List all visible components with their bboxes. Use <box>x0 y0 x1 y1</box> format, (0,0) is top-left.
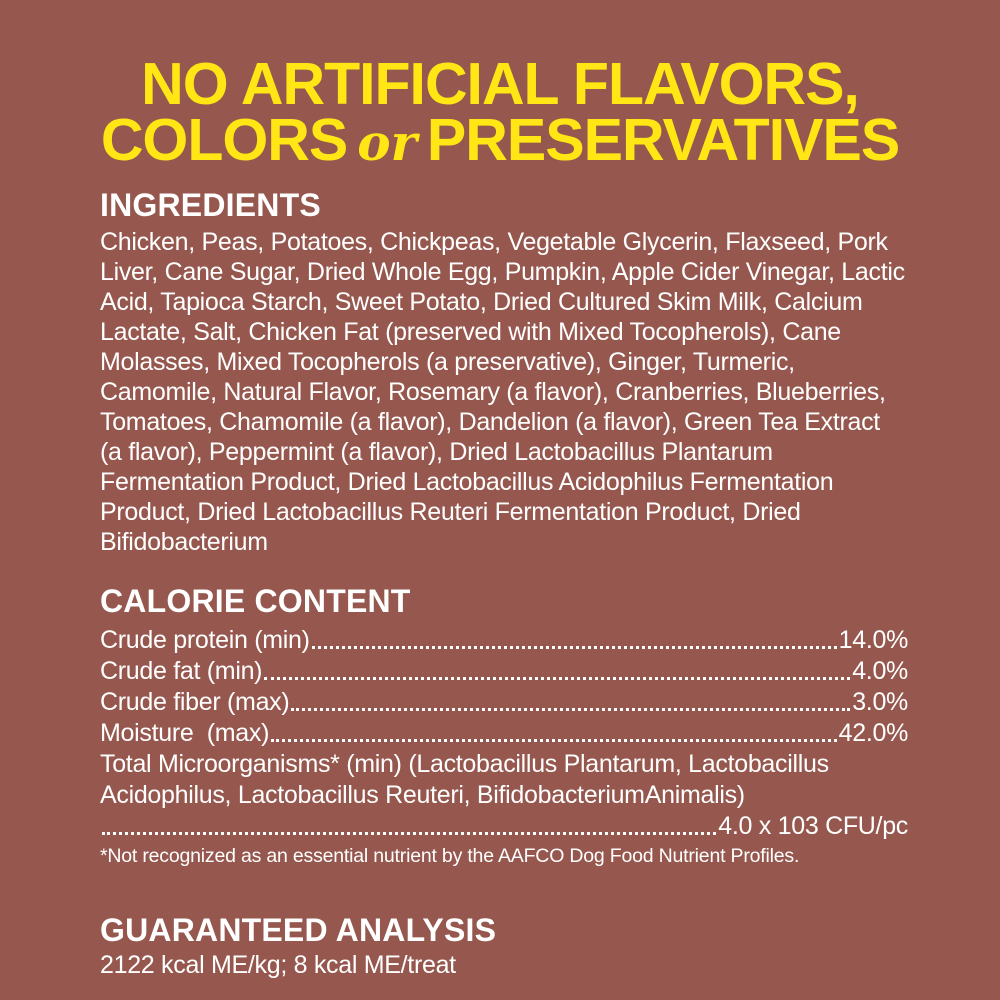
headline-line-2-prefix: COLORS <box>100 107 348 173</box>
headline-line-2: COLORS or PRESERVATIVES <box>62 111 938 172</box>
microorganisms-value: 4.0 x 103 CFU/pc <box>718 812 908 840</box>
analysis-row-moisture: Moisture (max) 42.0% <box>100 718 908 749</box>
analysis-value: 42.0% <box>838 719 909 747</box>
ingredients-heading: INGREDIENTS <box>100 187 321 223</box>
ingredients-text: Chicken, Peas, Potatoes, Chickpeas, Vege… <box>100 228 905 556</box>
analysis-label: Moisture (max) <box>100 719 270 747</box>
calorie-content-heading: CALORIE CONTENT <box>100 583 411 619</box>
headline-line-2-suffix: PRESERVATIVES <box>426 107 900 173</box>
analysis-label: Crude protein (min) <box>100 626 310 654</box>
ingredients-section: INGREDIENTS Chicken, Peas, Potatoes, Chi… <box>100 187 908 557</box>
analysis-label: Crude fat (min) <box>100 657 263 685</box>
calorie-content-section: CALORIE CONTENT Crude protein (min) 14.0… <box>100 583 908 868</box>
dotted-leader <box>264 677 851 680</box>
calorie-statement: 2122 kcal ME/kg; 8 kcal ME/treat <box>100 951 456 979</box>
guaranteed-analysis-heading: GUARANTEED ANALYSIS <box>100 912 497 948</box>
headline-line-1: NO ARTIFICIAL FLAVORS, <box>62 55 938 114</box>
headline-line-1-text: NO ARTIFICIAL FLAVORS, <box>141 51 860 117</box>
analysis-label: Crude fiber (max) <box>100 688 290 716</box>
analysis-row-crude-protein: Crude protein (min) 14.0% <box>100 625 908 656</box>
aafco-footnote: *Not recognized as an essential nutrient… <box>100 845 800 867</box>
analysis-rows: Crude protein (min) 14.0% Crude fat (min… <box>100 625 908 868</box>
microorganisms-label: Total Microorganisms* (min) (Lactobacill… <box>100 750 829 809</box>
analysis-value: 3.0% <box>852 688 908 716</box>
guaranteed-analysis-section: GUARANTEED ANALYSIS 2122 kcal ME/kg; 8 k… <box>100 912 908 980</box>
headline-or-script: or <box>357 113 417 172</box>
analysis-row-crude-fiber: Crude fiber (max) 3.0% <box>100 687 908 718</box>
analysis-value: 4.0% <box>852 657 908 685</box>
dotted-leader <box>311 646 837 649</box>
analysis-value: 14.0% <box>838 626 909 654</box>
headline: NO ARTIFICIAL FLAVORS, COLORS or PRESERVAT… <box>62 55 938 172</box>
analysis-row-crude-fat: Crude fat (min) 4.0% <box>100 656 908 687</box>
dotted-leader <box>271 739 837 742</box>
microorganisms-value-row: 4.0 x 103 CFU/pc <box>100 811 908 842</box>
dotted-leader <box>102 832 717 835</box>
dotted-leader <box>291 708 851 711</box>
